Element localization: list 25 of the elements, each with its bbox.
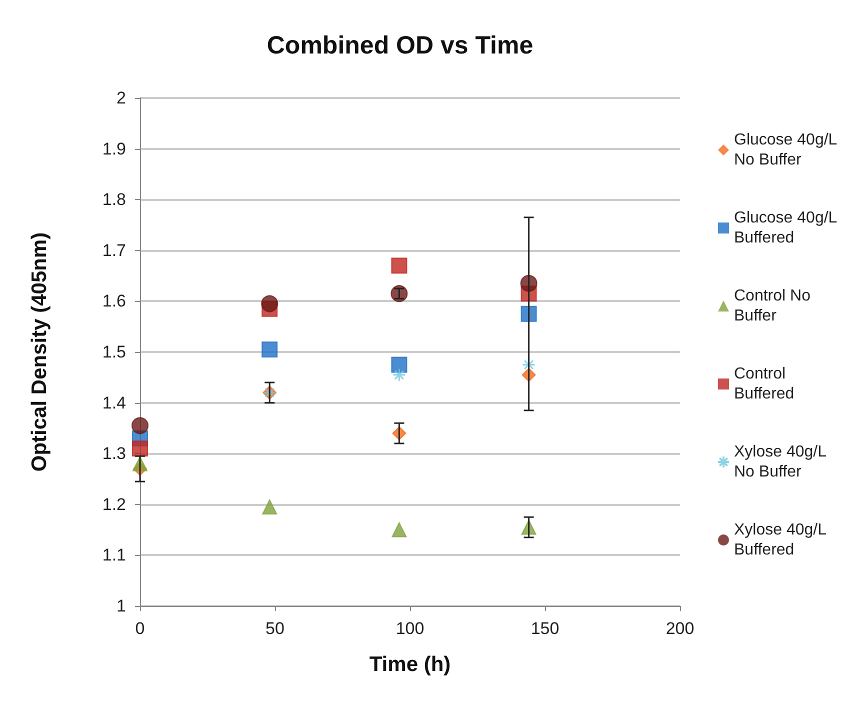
x-tick-label: 200 bbox=[666, 619, 694, 638]
y-tick-label: 1.9 bbox=[102, 139, 126, 158]
y-axis-title: Optical Density (405nm) bbox=[28, 232, 51, 472]
legend-label: Control No Buffer bbox=[734, 288, 815, 324]
x-tick-label: 150 bbox=[530, 619, 560, 638]
y-tick-label: 1 bbox=[116, 596, 126, 616]
legend-label: Xylose 40g/L No Buffer bbox=[734, 444, 830, 480]
legend-label: Glucose 40g/L Buffered bbox=[734, 210, 842, 246]
x-axis-title: Time (h) bbox=[369, 653, 451, 676]
x-tick-label: 100 bbox=[396, 619, 424, 638]
y-tick-label: 1.7 bbox=[102, 240, 126, 260]
legend-label: Control Buffered bbox=[734, 366, 794, 402]
legend-label: Glucose 40g/L No Buffer bbox=[734, 132, 842, 168]
y-tick-label: 1.1 bbox=[102, 546, 126, 565]
y-tick-label: 1.4 bbox=[102, 393, 126, 412]
y-tick-label: 1.6 bbox=[102, 292, 126, 311]
y-tick-label: 2 bbox=[116, 88, 126, 108]
y-tick-label: 1.8 bbox=[102, 190, 126, 210]
y-tick-label: 1.5 bbox=[102, 342, 126, 362]
x-tick-label: 0 bbox=[135, 619, 145, 638]
chart-title: Combined OD vs Time bbox=[266, 32, 534, 60]
legend-label: Xylose 40g/L Buffered bbox=[734, 522, 830, 558]
y-tick-label: 1.2 bbox=[102, 494, 126, 514]
y-tick-label: 1.3 bbox=[102, 444, 126, 464]
x-tick-label: 50 bbox=[266, 619, 284, 638]
